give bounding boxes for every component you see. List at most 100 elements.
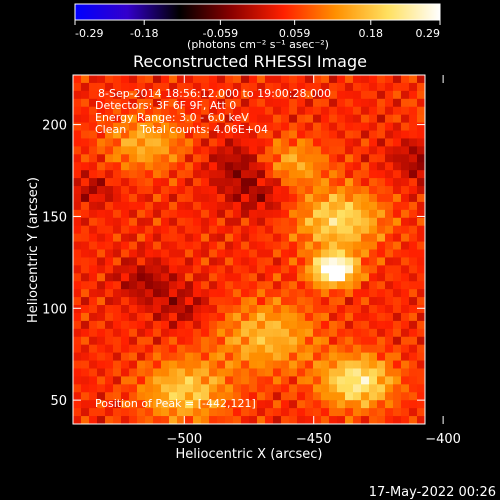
heatmap-cell	[345, 114, 354, 123]
y-tick-label: 200	[42, 119, 67, 134]
heatmap-cell	[217, 281, 226, 290]
heatmap-cell	[385, 90, 394, 100]
heatmap-cell	[73, 344, 82, 354]
heatmap-cell	[225, 352, 234, 361]
heatmap-cell	[225, 82, 234, 92]
heatmap-cell	[257, 400, 266, 409]
heatmap-cell	[297, 368, 306, 377]
heatmap-cell	[121, 138, 130, 147]
heatmap-cell	[105, 344, 114, 354]
heatmap-cell	[297, 82, 306, 92]
heatmap-cell	[321, 154, 330, 163]
heatmap-cell	[313, 154, 322, 163]
heatmap-cell	[345, 162, 354, 171]
heatmap-cell	[369, 305, 378, 314]
heatmap-cell	[129, 376, 138, 385]
heatmap-cell	[297, 98, 306, 108]
heatmap-cell	[305, 416, 314, 425]
heatmap-cell	[97, 312, 106, 322]
heatmap-cell	[409, 328, 418, 338]
heatmap-cell	[313, 217, 322, 227]
heatmap-cell	[217, 233, 226, 242]
heatmap-cell	[81, 344, 90, 354]
heatmap-cell	[81, 281, 90, 290]
heatmap-cell	[377, 352, 386, 361]
heatmap-cell	[393, 170, 402, 179]
heatmap-cell	[233, 408, 242, 417]
heatmap-cell	[329, 178, 338, 187]
heatmap-cell	[289, 75, 298, 84]
heatmap-cell	[137, 82, 146, 92]
heatmap-cell	[137, 336, 146, 346]
heatmap-cell	[121, 408, 130, 417]
heatmap-cell	[329, 106, 338, 116]
heatmap-cell	[169, 217, 178, 227]
heatmap-cell	[97, 82, 106, 92]
heatmap-cell	[105, 114, 114, 123]
heatmap-cell	[241, 352, 250, 361]
heatmap-cell	[385, 400, 394, 409]
heatmap-cell	[417, 186, 426, 195]
heatmap-cell	[353, 281, 362, 290]
heatmap-cell	[209, 297, 218, 306]
heatmap-cell	[273, 289, 282, 298]
heatmap-cell	[265, 352, 274, 361]
heatmap-cell	[393, 297, 402, 306]
heatmap-cell	[105, 186, 114, 195]
heatmap-cell	[113, 392, 122, 401]
heatmap-cell	[201, 305, 210, 314]
heatmap-cell	[113, 305, 122, 314]
heatmap-cell	[337, 392, 346, 401]
heatmap-cell	[361, 138, 370, 147]
heatmap-cell	[233, 265, 242, 274]
heatmap-cell	[289, 336, 298, 346]
heatmap-cell	[385, 297, 394, 306]
heatmap-cell	[401, 162, 410, 171]
heatmap-cell	[145, 241, 154, 250]
heatmap-cell	[81, 305, 90, 314]
heatmap-cell	[377, 225, 386, 235]
heatmap-cell	[313, 249, 322, 258]
heatmap-cell	[105, 193, 114, 203]
heatmap-cell	[417, 320, 426, 330]
heatmap-cell	[209, 114, 218, 123]
heatmap-cell	[169, 400, 178, 409]
heatmap-cell	[145, 178, 154, 187]
heatmap-cell	[161, 178, 170, 187]
heatmap-cell	[209, 273, 218, 282]
heatmap-cell	[209, 312, 218, 322]
heatmap-cell	[249, 186, 258, 195]
heatmap-cell	[337, 400, 346, 409]
heatmap-cell	[337, 106, 346, 116]
heatmap-cell	[105, 416, 114, 425]
heatmap-cell	[289, 273, 298, 282]
heatmap-cell	[281, 384, 290, 393]
heatmap-cell	[345, 273, 354, 282]
heatmap-cell	[297, 114, 306, 123]
heatmap-cell	[289, 98, 298, 108]
heatmap-cell	[201, 138, 210, 147]
heatmap-cell	[345, 320, 354, 330]
heatmap-cell	[329, 281, 338, 290]
heatmap-cell	[361, 328, 370, 338]
heatmap-cell	[185, 344, 194, 354]
heatmap-cell	[281, 273, 290, 282]
heatmap-cell	[305, 257, 314, 266]
heatmap-cell	[145, 90, 154, 100]
heatmap-cell	[185, 384, 194, 393]
heatmap-cell	[297, 416, 306, 425]
heatmap-cell	[145, 138, 154, 147]
heatmap-cell	[265, 408, 274, 417]
heatmap-cell	[337, 186, 346, 195]
heatmap-cell	[265, 193, 274, 203]
heatmap-cell	[281, 336, 290, 346]
heatmap-cell	[81, 360, 90, 369]
heatmap-cell	[257, 162, 266, 171]
heatmap-cell	[289, 305, 298, 314]
heatmap-cell	[273, 376, 282, 385]
heatmap-cell	[153, 297, 162, 306]
heatmap-cell	[337, 344, 346, 354]
heatmap-cell	[201, 114, 210, 123]
heatmap-cell	[97, 186, 106, 195]
heatmap-cell	[113, 416, 122, 425]
